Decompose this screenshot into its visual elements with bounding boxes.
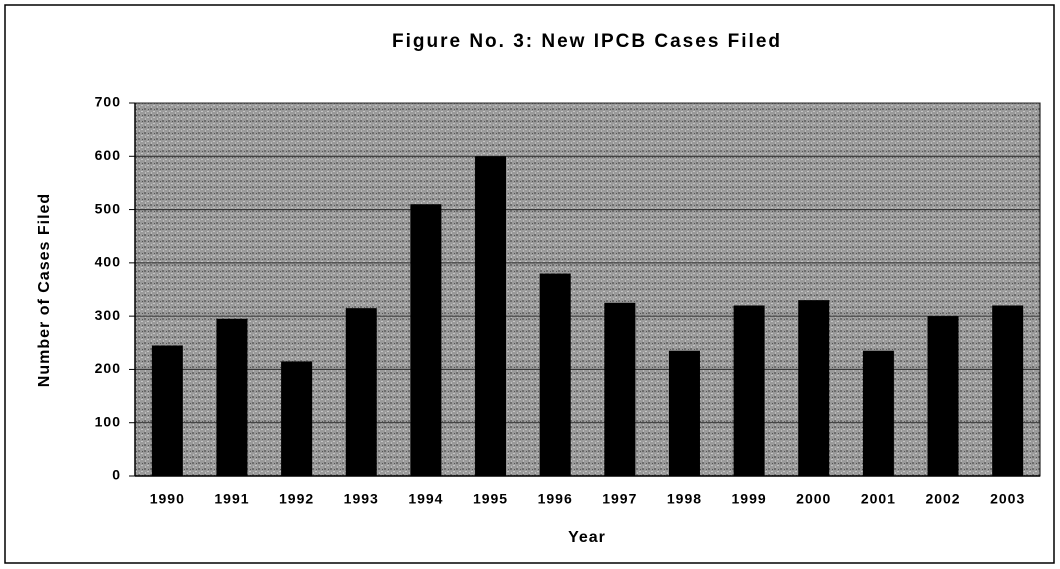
bar — [216, 318, 248, 476]
x-tick-label: 1995 — [473, 491, 508, 507]
plot-area — [134, 102, 1041, 477]
x-tick-label: 1997 — [602, 491, 637, 507]
bar — [604, 302, 636, 476]
x-tick-label: 2002 — [925, 491, 960, 507]
x-tick-label: 1994 — [408, 491, 443, 507]
y-axis-title: Number of Cases Filed — [36, 193, 53, 387]
bar — [281, 361, 313, 476]
y-tick-label: 300 — [95, 307, 121, 323]
bar — [733, 305, 765, 476]
y-tick-label: 400 — [95, 254, 121, 270]
x-tick-label: 1990 — [150, 491, 185, 507]
x-tick-label: 1992 — [279, 491, 314, 507]
y-tick-label: 700 — [95, 94, 121, 110]
x-axis-title: Year — [568, 529, 606, 546]
y-tick-label: 0 — [112, 467, 121, 483]
x-tick-label: 2001 — [861, 491, 896, 507]
bar — [410, 204, 442, 476]
y-tick-label: 600 — [95, 147, 121, 163]
x-tick-label: 1996 — [538, 491, 573, 507]
chart-title: Figure No. 3: New IPCB Cases Filed — [392, 31, 782, 52]
x-tick-label: 1993 — [344, 491, 379, 507]
x-tick-label: 2003 — [990, 491, 1025, 507]
bar — [927, 316, 959, 476]
y-tick-label: 100 — [95, 413, 121, 429]
bar — [668, 350, 700, 476]
bar — [475, 156, 507, 477]
x-tick-label: 1999 — [732, 491, 767, 507]
x-tick-label: 1991 — [214, 491, 249, 507]
y-tick-label: 200 — [95, 360, 121, 376]
x-tick-label: 1998 — [667, 491, 702, 507]
y-tick-label: 500 — [95, 200, 121, 216]
x-tick-label: 2000 — [796, 491, 831, 507]
bar — [798, 300, 830, 476]
bar — [345, 308, 377, 476]
bar — [151, 345, 183, 476]
bar — [992, 305, 1024, 476]
bar — [862, 350, 894, 476]
bar — [539, 273, 571, 476]
